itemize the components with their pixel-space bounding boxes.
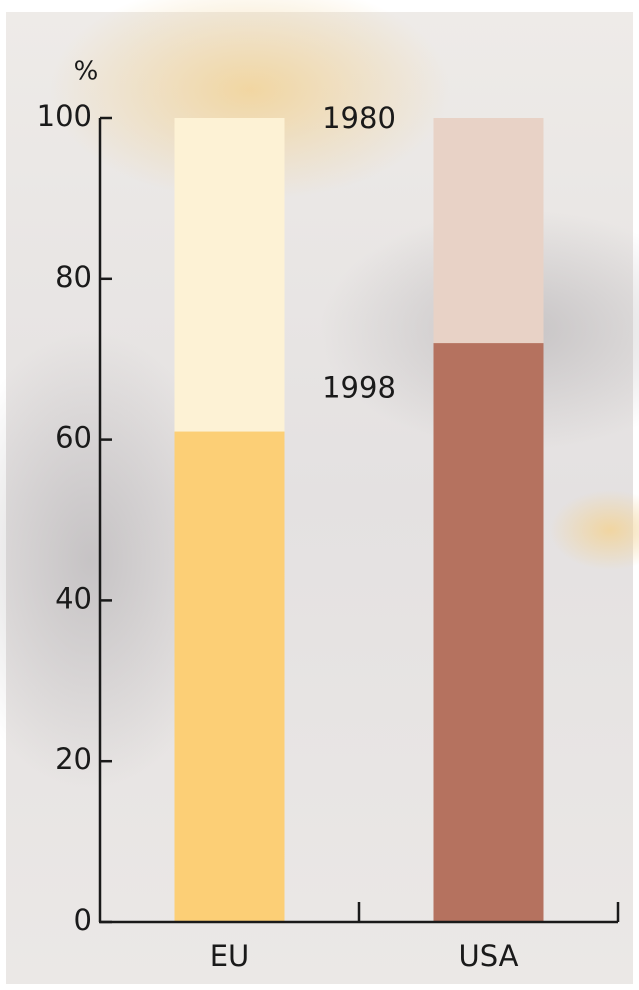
y-unit: % (74, 57, 99, 87)
bar (175, 432, 285, 922)
y-tick-label: 40 (55, 581, 92, 615)
y-tick-label: 100 (37, 99, 92, 133)
series-label: 1998 (322, 370, 396, 404)
x-tick-label: EU (210, 939, 250, 973)
y-tick-label: 0 (74, 903, 92, 937)
x-tick-label: USA (458, 939, 518, 973)
y-tick-label: 60 (55, 421, 92, 455)
chart: % 1980 1998 0 20 40 60 80 100 EU USA (0, 0, 639, 990)
bar (434, 343, 544, 922)
y-tick-label: 80 (55, 260, 92, 294)
y-tick-label: 20 (55, 742, 92, 776)
series-label: 1980 (322, 101, 396, 135)
page: % 19801998020406080100EUUSA (() => { con… (0, 0, 639, 990)
